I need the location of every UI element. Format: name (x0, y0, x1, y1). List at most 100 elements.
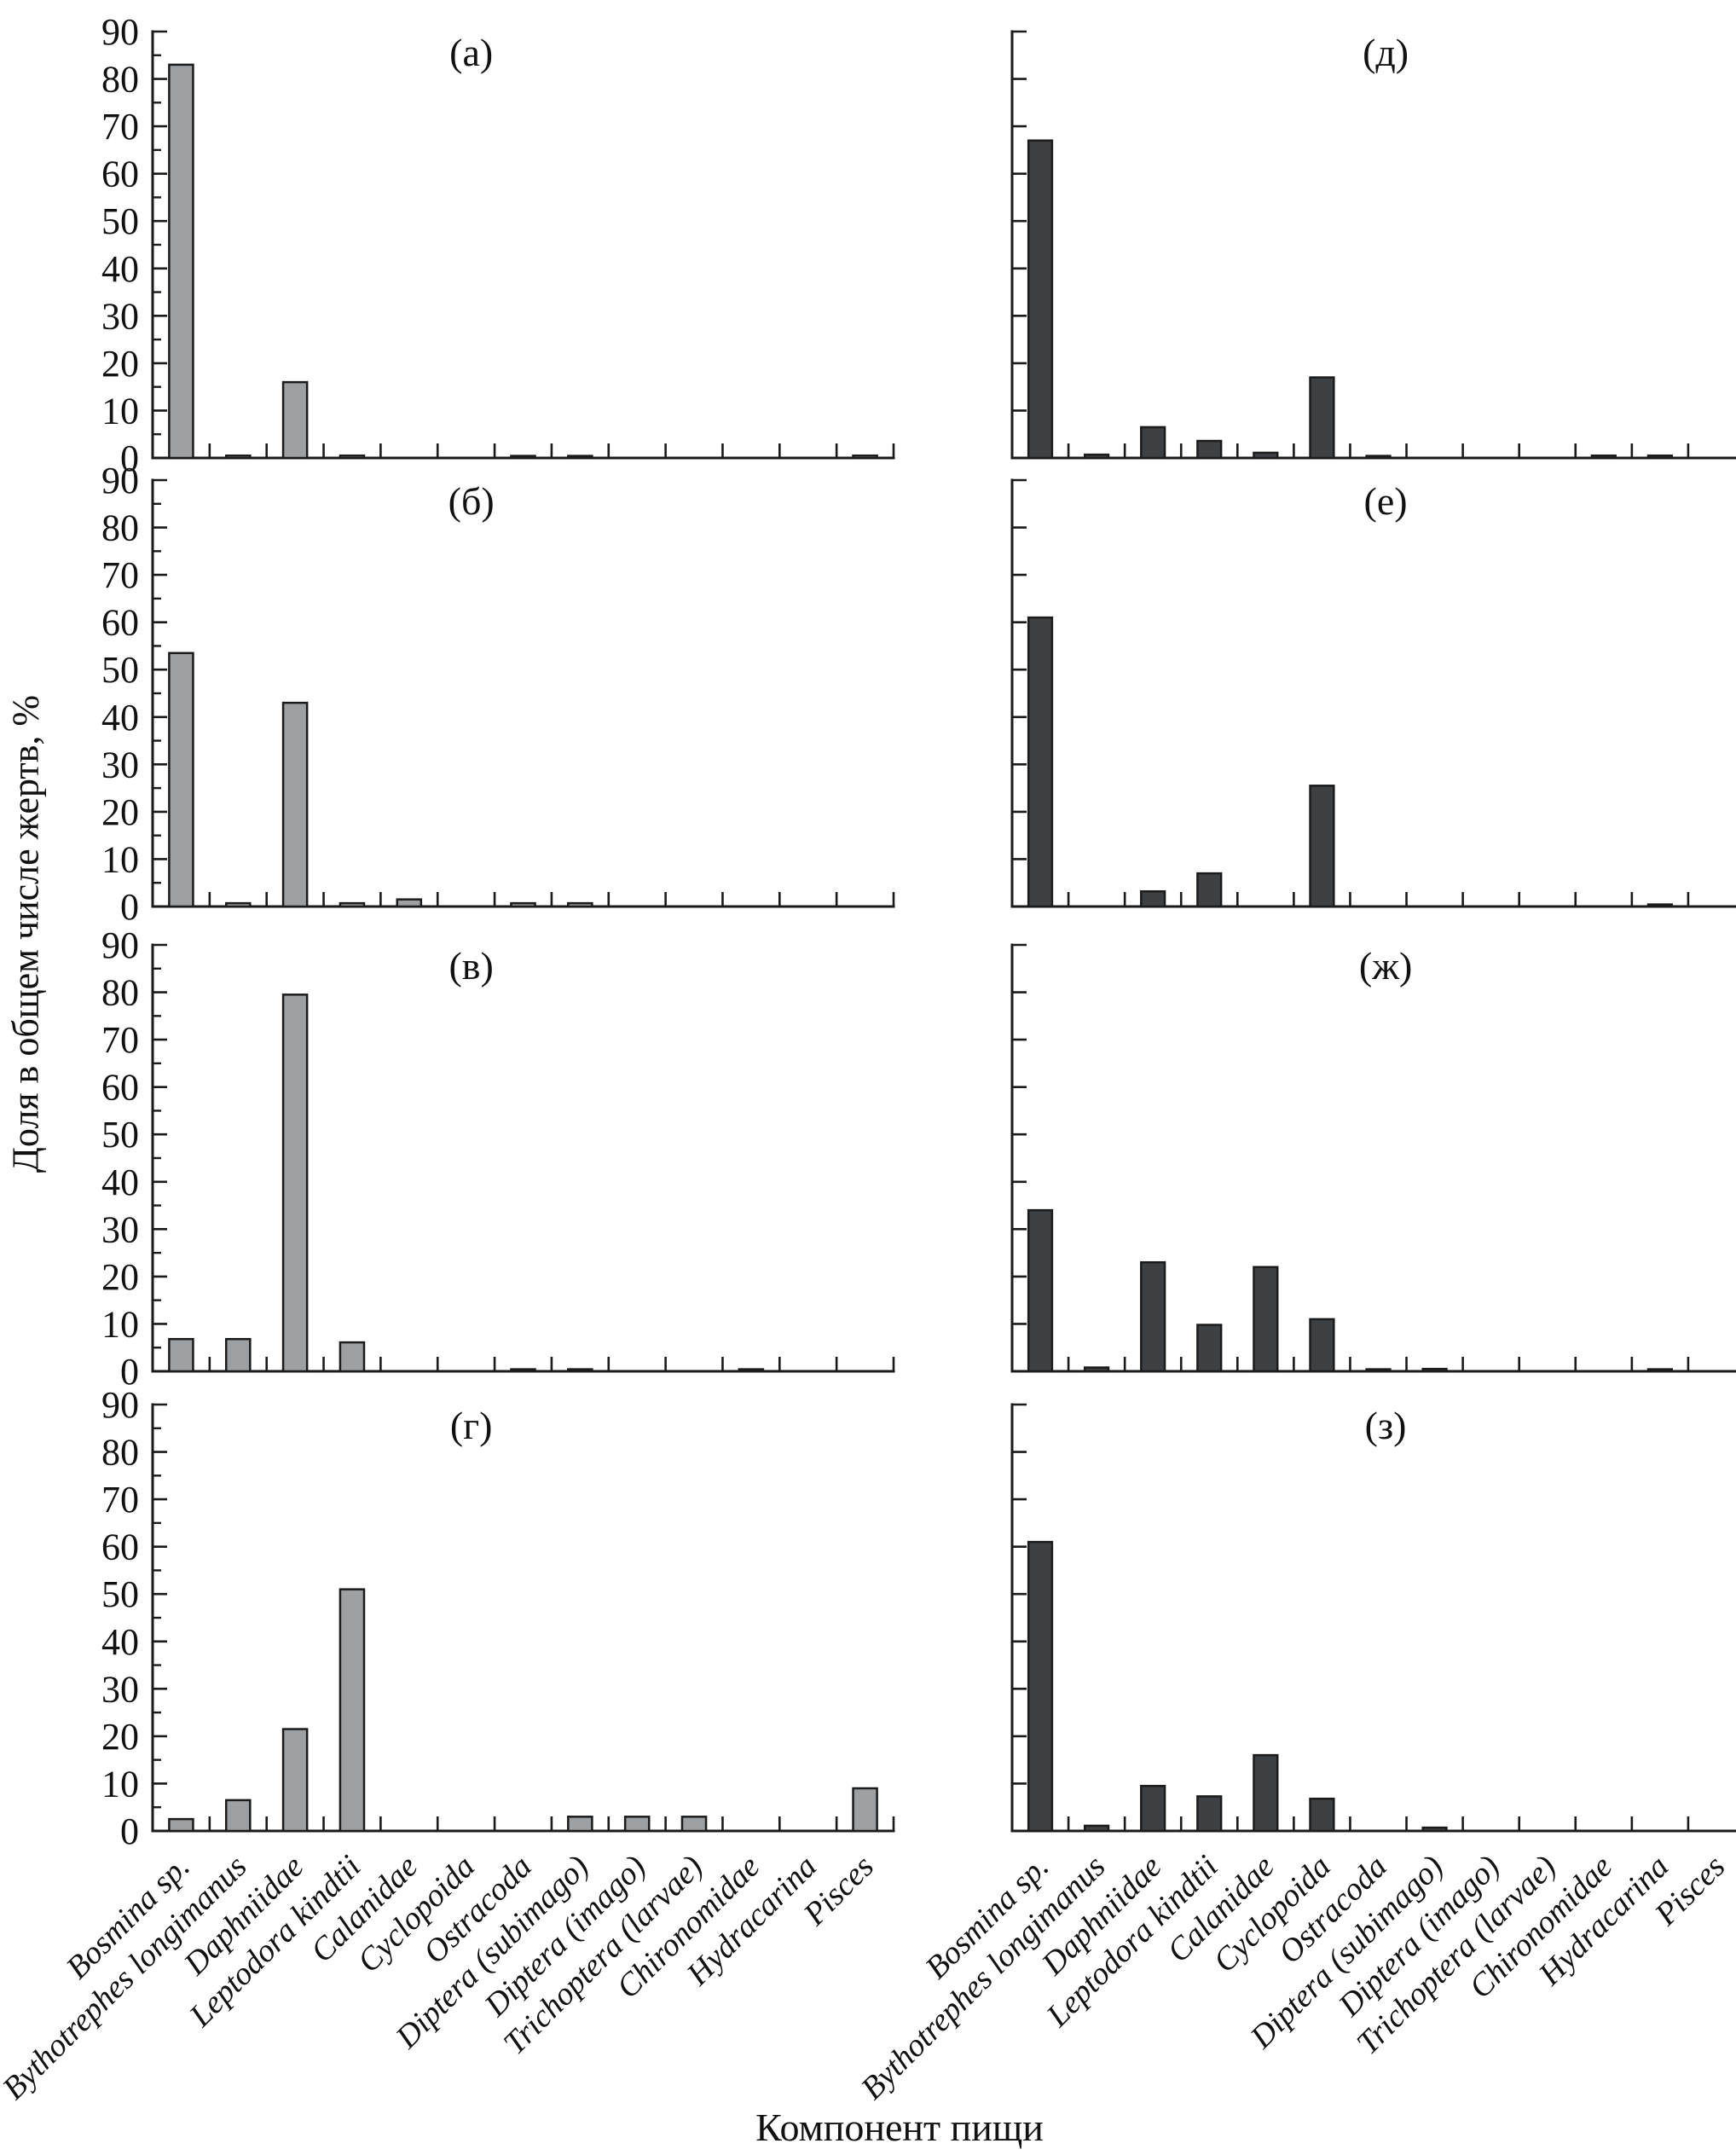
panel-letter: (д) (1363, 31, 1409, 74)
y-tick-label: 30 (101, 295, 139, 337)
bar-Chironomidae (738, 1368, 765, 1373)
y-tick-label: 80 (101, 59, 139, 101)
y-tick-label: 50 (101, 649, 139, 691)
bar-Cyclopoida (1309, 1797, 1335, 1833)
panel-letter: (в) (448, 944, 493, 988)
bar-Bythotrephes longimanus (224, 1799, 252, 1833)
bar-Diptera (subimago) (1421, 1367, 1448, 1373)
panel-letter: (г) (450, 1404, 493, 1447)
bar-Bosmina sp. (1027, 616, 1054, 908)
y-tick-label: 10 (101, 1303, 139, 1345)
bar-Daphniidae (281, 380, 309, 460)
bar-Daphniidae (281, 1728, 309, 1833)
bar-Bosmina sp. (1027, 1208, 1054, 1373)
y-tick-label: 70 (101, 1479, 139, 1521)
bar-Calanidae (396, 898, 423, 908)
bar-Cyclopoida (1309, 376, 1335, 460)
bar-Leptodora kindtii (1196, 1795, 1223, 1833)
bar-Diptera (imago) (623, 1816, 651, 1833)
y-tick-label: 20 (101, 343, 139, 385)
bar-Bythotrephes longimanus (1083, 453, 1110, 460)
bar-Bythotrephes longimanus (224, 1337, 252, 1373)
bar-Calanidae (1253, 451, 1279, 460)
bar-Diptera (subimago) (567, 455, 593, 460)
bar-Bosmina sp. (168, 1337, 194, 1373)
bar-Leptodora kindtii (1196, 872, 1223, 908)
bar-Bythotrephes longimanus (1083, 1824, 1110, 1833)
x-axis-label: Компонент пищи (755, 2106, 1044, 2149)
bar-Cyclopoida (1309, 785, 1335, 908)
bar-Daphniidae (1140, 1260, 1166, 1373)
y-tick-label: 50 (101, 1114, 139, 1156)
bar-Calanidae (1253, 1753, 1279, 1833)
bar-Bythotrephes longimanus (224, 901, 252, 908)
y-tick-label: 80 (101, 1432, 139, 1474)
bar-Daphniidae (281, 701, 309, 908)
y-tick-label: 30 (101, 744, 139, 785)
bar-Leptodora kindtii (339, 1588, 366, 1833)
panel-letter: (з) (1365, 1404, 1407, 1447)
bar-Pisces (852, 1787, 878, 1833)
y-tick-label: 20 (101, 1256, 139, 1298)
y-axis-label: Доля в общем числе жертв, % (4, 694, 47, 1173)
bar-Bosmina sp. (1027, 139, 1054, 460)
bar-Hydracarina (1646, 454, 1674, 460)
bar-Chironomidae (1590, 454, 1617, 460)
panel-a: 0 10 20 30 40 50 60 70 80 90 (а) (101, 11, 895, 479)
y-tick-label: 0 (120, 1351, 139, 1393)
bar-Bosmina sp. (1027, 1540, 1054, 1833)
bar-Hydracarina (1646, 903, 1674, 908)
bar-Bythotrephes longimanus (224, 454, 252, 460)
y-tick-label: 60 (101, 154, 139, 195)
y-tick-label: 30 (101, 1668, 139, 1710)
bar-Trichoptera (larvae) (680, 1816, 708, 1833)
bar-Diptera (subimago) (1421, 1826, 1448, 1833)
y-tick-label: 80 (101, 507, 139, 549)
y-tick-label: 30 (101, 1208, 139, 1250)
panel-e: (е) (1010, 478, 1736, 908)
panel-b: 0 10 20 30 40 50 60 70 80 90 (б) (101, 460, 895, 928)
bar-Daphniidae (1140, 426, 1166, 460)
y-tick-label: 20 (101, 791, 139, 833)
panel-letter: (е) (1364, 479, 1408, 523)
y-tick-label: 80 (101, 972, 139, 1014)
y-tick-label: 10 (101, 390, 139, 432)
bar-Diptera (subimago) (567, 1816, 593, 1833)
y-tick-label: 70 (101, 106, 139, 148)
bar-Ostracoda (1365, 455, 1392, 460)
y-tick-label: 40 (101, 1621, 139, 1663)
bar-Ostracoda (510, 1368, 536, 1373)
y-tick-label: 60 (101, 602, 139, 644)
bar-Leptodora kindtii (339, 454, 366, 460)
y-tick-label: 90 (101, 460, 139, 501)
y-tick-label: 40 (101, 697, 139, 739)
bar-Ostracoda (1365, 1368, 1392, 1373)
bar-Bosmina sp. (168, 63, 194, 460)
bar-Cyclopoida (1309, 1318, 1335, 1373)
bar-Bosmina sp. (168, 652, 194, 908)
y-tick-label: 50 (101, 1573, 139, 1615)
panel-d: (д) (1010, 30, 1736, 460)
y-tick-label: 10 (101, 838, 139, 880)
bar-Pisces (852, 454, 878, 460)
panel-zh: (ж) (1010, 943, 1736, 1373)
y-tick-label: 0 (120, 886, 139, 928)
y-tick-label: 90 (101, 11, 139, 53)
y-tick-label: 60 (101, 1526, 139, 1568)
panel-letter: (б) (448, 479, 495, 523)
panel-z: (з)Bosmina sp.Bythotrephes longimanusDap… (854, 1403, 1736, 2106)
y-tick-label: 0 (120, 1810, 139, 1852)
y-tick-label: 90 (101, 924, 139, 966)
bar-Daphniidae (1140, 1784, 1166, 1833)
bar-Leptodora kindtii (1196, 439, 1223, 460)
bar-Bosmina sp. (168, 1817, 194, 1833)
y-tick-label: 40 (101, 1161, 139, 1203)
y-tick-label: 10 (101, 1763, 139, 1805)
bar-Leptodora kindtii (1196, 1324, 1223, 1373)
bar-Daphniidae (1140, 889, 1166, 908)
y-tick-label: 40 (101, 248, 139, 290)
y-tick-label: 20 (101, 1716, 139, 1758)
y-tick-label: 60 (101, 1067, 139, 1109)
bar-Hydracarina (1646, 1368, 1674, 1373)
